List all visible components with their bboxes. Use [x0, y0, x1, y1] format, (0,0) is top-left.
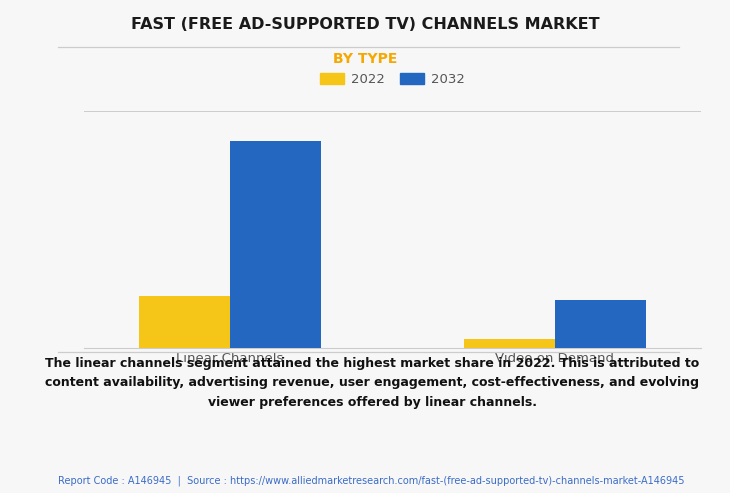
- Text: BY TYPE: BY TYPE: [333, 52, 397, 66]
- Bar: [230, 141, 321, 348]
- Text: FAST (FREE AD-SUPPORTED TV) CHANNELS MARKET: FAST (FREE AD-SUPPORTED TV) CHANNELS MAR…: [131, 17, 599, 32]
- Text: Report Code : A146945  |  Source : https://www.alliedmarketresearch.com/fast-(fr: Report Code : A146945 | Source : https:/…: [58, 475, 685, 486]
- Legend: 2022, 2032: 2022, 2032: [315, 68, 470, 91]
- Bar: [555, 300, 645, 348]
- Bar: [139, 296, 230, 348]
- Text: The linear channels segment attained the highest market share in 2022. This is a: The linear channels segment attained the…: [45, 357, 699, 409]
- Bar: [464, 339, 555, 348]
